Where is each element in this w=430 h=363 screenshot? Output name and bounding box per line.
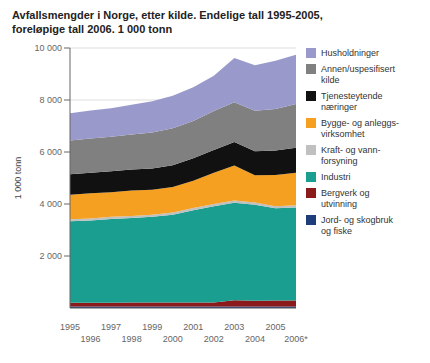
svg-text:1 000 tonn: 1 000 tonn [13,157,23,200]
html-text:Avfallsmengder i Norge, etter: Avfallsmengder i Norge, etter kilde. End… [12,9,323,21]
svg-text:1997: 1997 [101,322,121,332]
svg-text:2001: 2001 [183,322,203,332]
svg-text:10 000: 10 000 [34,43,62,53]
svg-text:8 000: 8 000 [39,95,62,105]
svg-text:2005: 2005 [265,322,285,332]
html-text:foreløpige tall 2006. 1 000 to: foreløpige tall 2006. 1 000 tonn [12,23,173,35]
svg-text:2 000: 2 000 [39,251,62,261]
svg-text:1995: 1995 [60,322,80,332]
svg-text:2004: 2004 [245,334,265,344]
html-text:Annen/uspesifisert kilde: Annen/uspesifisert kilde [321,64,395,85]
svg-text:6 000: 6 000 [39,147,62,157]
svg-text:2006*: 2006* [284,334,308,344]
html-text:Kraft- og vann- forsyning: Kraft- og vann- forsyning [321,145,381,166]
svg-text:2002: 2002 [204,334,224,344]
svg-text:2000: 2000 [163,334,183,344]
svg-text:4 000: 4 000 [39,199,62,209]
html-text:Bygge- og anleggs- virksomhet: Bygge- og anleggs- virksomhet [321,118,400,139]
svg-text:1999: 1999 [142,322,162,332]
html-text:Tjenesteytende næringer: Tjenesteytende næringer [321,91,383,112]
html-text:Industri: Industri [321,172,351,182]
html-text:Jord- og skogbruk og fiske: Jord- og skogbruk og fiske [321,215,393,236]
html-text:Husholdninger: Husholdninger [321,48,379,58]
svg-text:2003: 2003 [224,322,244,332]
svg-text:1996: 1996 [81,334,101,344]
html-text:Bergverk og utvinning: Bergverk og utvinning [321,188,370,209]
svg-text:1998: 1998 [122,334,142,344]
